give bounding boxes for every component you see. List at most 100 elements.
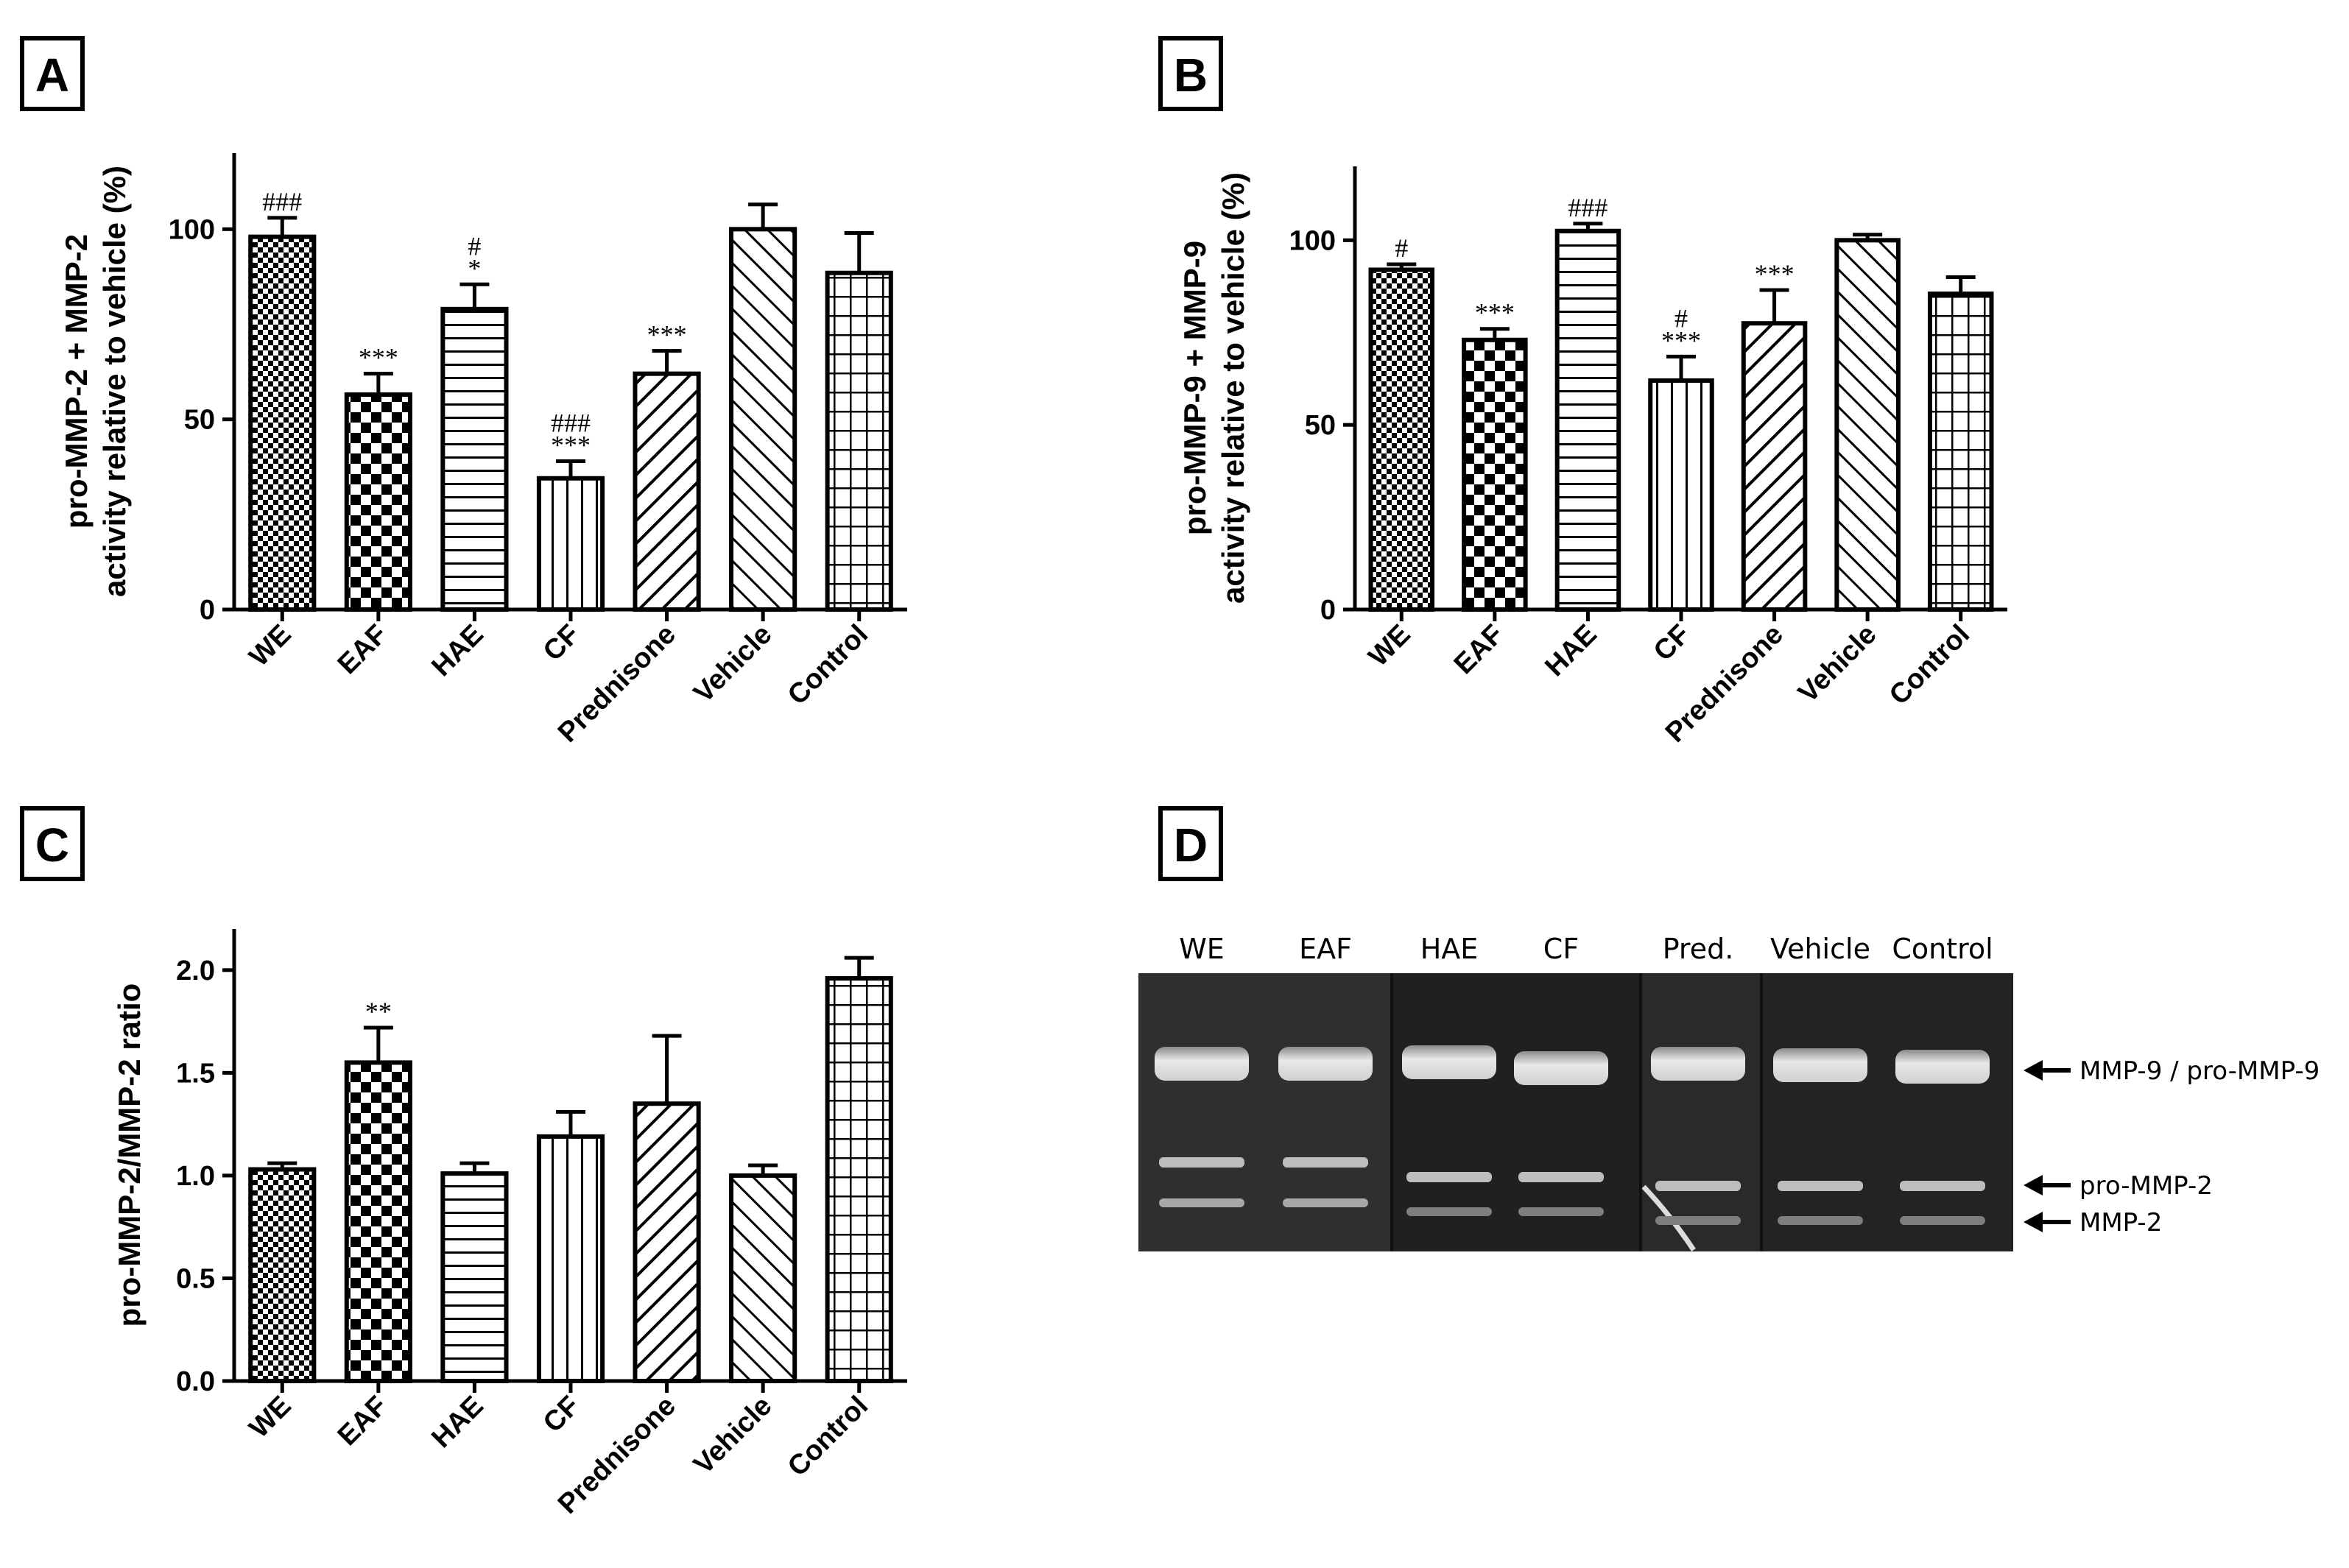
band-pro-mmp2 [1406,1172,1492,1182]
bar-hae [1554,228,1621,612]
y-tick-label: 100 [1289,225,1336,256]
bar-vehicle [729,1173,797,1383]
band-pro-mmp2 [1518,1172,1604,1182]
band-mmp2 [1778,1216,1863,1225]
y-tick-label: 1.0 [176,1161,215,1192]
significance-mark: ### [262,187,302,216]
y-tick-label: 0 [200,595,215,626]
y-axis-label: pro-MMP-2/MMP-2 ratio [112,983,147,1327]
bar-we [248,1167,317,1383]
y-tick-label: 50 [1305,410,1336,441]
significance-mark: ** [365,997,392,1026]
panel-a-label: A [20,36,85,111]
y-axis-label: activity relative to vehicle (%) [97,166,132,597]
gel-segment-4 [1761,973,2013,1251]
bar-vehicle [1834,238,1901,612]
band-mmp9 [1773,1048,1867,1082]
panel-c-letter: C [35,819,69,872]
significance-mark: *** [1755,259,1795,289]
y-tick-label: 2.0 [176,956,215,986]
x-tick-label: CF [1648,619,1697,668]
significance-mark: # [1395,233,1408,263]
x-tick-label: EAF [332,1391,393,1452]
significance-mark: *** [1661,325,1701,355]
band-mmp9 [1514,1051,1608,1085]
band-mmp2 [1900,1216,1985,1225]
x-tick-label: CF [538,1391,586,1439]
bar-cf [1648,378,1714,612]
x-tick-label: WE [244,619,297,673]
bar-eaf [344,1060,412,1383]
bar-hae [440,306,509,612]
band-pro-mmp2 [1900,1181,1985,1191]
band-mmp9 [1155,1047,1249,1081]
y-tick-label: 0.5 [176,1263,215,1294]
y-axis-label: pro-MMP-9 + MMP-9 [1177,241,1212,535]
x-tick-label: EAF [1448,619,1510,680]
gel-segment-3 [1641,973,1761,1251]
arrow-left-icon [2024,1060,2043,1081]
bar-hae [440,1171,509,1383]
bar-cf [536,1134,605,1384]
significance-mark: ### [551,409,591,438]
y-tick-label: 100 [169,214,215,245]
panel-a-letter: A [35,49,69,102]
bar-cf [536,476,605,612]
bar-control [825,270,893,612]
panel-b-letter: B [1174,49,1208,102]
gel-lane-label: HAE [1420,933,1479,965]
bar-vehicle [729,227,797,612]
bar-eaf [344,392,412,612]
band-mmp9 [1402,1045,1496,1079]
x-tick-label: Control [1884,619,1976,711]
y-tick-label: 0.0 [176,1366,215,1397]
panel-c-label: C [20,806,85,881]
gel-lane-label: CF [1543,933,1579,965]
band-mmp2 [1655,1216,1741,1225]
band-pro-mmp2 [1655,1181,1741,1191]
x-tick-label: WE [244,1391,297,1444]
x-tick-label: HAE [426,619,489,682]
gel-lane-label: Control [1892,933,1993,965]
significance-mark: *** [647,320,687,350]
bar-prednisone [633,371,701,612]
band-mmp9 [1651,1047,1745,1081]
significance-mark: *** [551,431,591,460]
zymography-gel: WE EAF HAE CF Pred. Vehicle Control MMP-9 / pr… [1138,933,2320,1251]
band-mmp2 [1518,1207,1604,1216]
gel-lane-label: WE [1179,933,1225,965]
x-tick-label: HAE [1539,619,1602,682]
gel-bands [1155,1045,1990,1225]
band-mmp2 [1283,1198,1368,1207]
y-tick-label: 1.5 [176,1058,215,1089]
band-label: MMP-9 / pro-MMP-9 [2079,1056,2320,1086]
gel-lane-label: Vehicle [1770,933,1870,965]
gel-lane-label: Pred. [1663,933,1734,965]
band-mmp2 [1406,1207,1492,1216]
significance-mark: *** [359,343,398,372]
band-mmp2 [1159,1198,1244,1207]
band-mmp9 [1895,1050,1990,1084]
x-tick-label: Vehicle [1792,619,1882,709]
y-tick-label: 0 [1320,595,1336,626]
significance-mark: # [1674,303,1688,333]
panel-b-label: B [1158,36,1223,111]
arrow-left-icon [2024,1175,2043,1196]
x-tick-label: Control [782,619,874,711]
x-tick-label: Vehicle [688,1391,778,1480]
x-tick-label: HAE [426,1391,489,1454]
chart-panel-b: 0 50 100 pro-MMP-9 + MMP-9 activity relative… [1177,166,2007,749]
bar-prednisone [633,1101,701,1384]
significance-mark: * [468,253,481,283]
significance-mark: ### [1568,193,1607,222]
band-pro-mmp2 [1283,1157,1368,1168]
significance-mark: *** [1475,298,1515,328]
bar-prednisone [1741,321,1808,612]
band-label: MMP-2 [2079,1208,2162,1237]
x-tick-label: WE [1363,619,1417,673]
bar-eaf [1462,337,1528,612]
band-mmp9 [1278,1047,1373,1081]
bar-we [1368,267,1435,612]
x-tick-label: Vehicle [688,619,778,709]
